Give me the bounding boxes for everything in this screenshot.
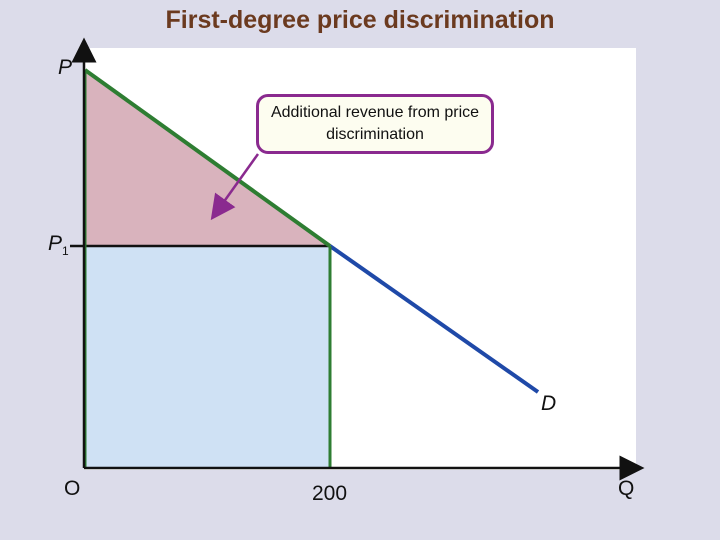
p1-label: P1	[48, 232, 69, 259]
uniform-price-revenue-area	[85, 246, 330, 468]
demand-curve-lower	[328, 244, 540, 394]
x-axis-label: Q	[618, 477, 635, 500]
demand-curve-upper	[83, 68, 332, 248]
slide-title: First-degree price discrimination	[165, 6, 555, 34]
callout-arrow	[210, 153, 260, 221]
callout-text: Additional revenue from price discrimina…	[270, 104, 480, 143]
callout-box: Additional revenue from price discrimina…	[256, 94, 494, 154]
y-axis-label: P	[58, 56, 73, 79]
demand-label: D	[541, 392, 557, 415]
origin-label: O	[64, 477, 81, 500]
quantity-200-label: 200	[312, 482, 348, 505]
